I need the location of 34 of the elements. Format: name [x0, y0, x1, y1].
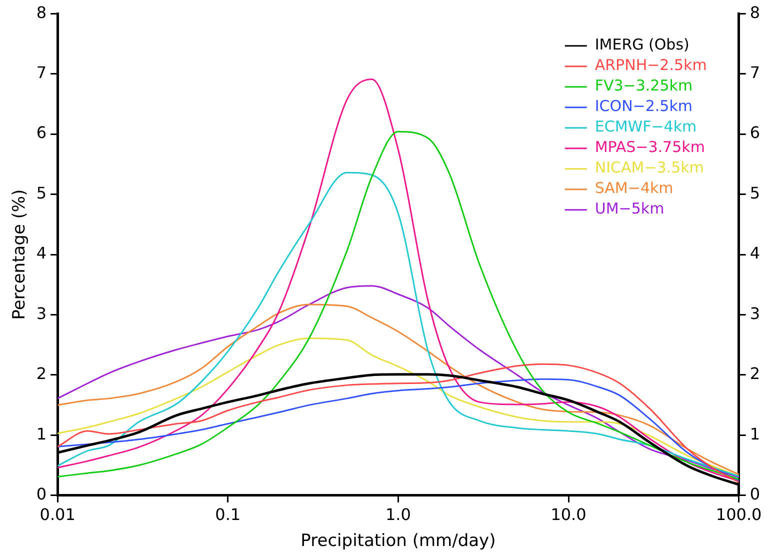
y2-tick-label: 8: [750, 2, 760, 22]
x-tick-label: 10.0: [550, 505, 586, 524]
y-tick-label: 0: [36, 484, 47, 504]
y2-tick-label: 4: [750, 244, 760, 263]
legend-label: ECMWF−4km: [594, 118, 697, 136]
legend-label: MPAS−3.75km: [594, 138, 705, 156]
y2-tick-label: 7: [750, 62, 760, 82]
legend-label: ARPNH−2.5km: [594, 56, 707, 74]
legend-label: SAM−4km: [594, 179, 674, 198]
y-tick-label: 6: [36, 123, 47, 142]
y2-tick-label: 3: [750, 304, 760, 323]
y2-tick-label: 2: [750, 364, 760, 384]
x-tick-label: 0.01: [40, 505, 76, 524]
x-tick-label: 0.1: [215, 505, 241, 524]
y2-tick-label: 5: [750, 183, 760, 202]
legend-label: IMERG (Obs): [594, 36, 690, 54]
y2-tick-label: 1: [750, 424, 760, 444]
y-tick-label: 4: [36, 244, 47, 263]
legend-label: UM−5km: [594, 200, 664, 218]
x-tick-label: 100.0: [716, 505, 762, 524]
y-tick-label: 1: [36, 424, 47, 444]
x-axis-title: Precipitation (mm/day): [300, 531, 496, 552]
legend-label: ICON−2.5km: [594, 97, 693, 116]
y-tick-label: 2: [36, 364, 47, 384]
y-tick-label: 8: [36, 2, 47, 22]
legend-label: NICAM−3.5km: [594, 158, 704, 177]
x-tick-label: 1.0: [385, 505, 411, 524]
y-tick-label: 7: [36, 62, 47, 82]
y-axis-title: Percentage (%): [10, 189, 30, 320]
y2-tick-label: 0: [750, 484, 760, 504]
y-tick-label: 5: [36, 183, 47, 202]
y-tick-label: 3: [36, 304, 47, 323]
legend-label: FV3−3.25km: [594, 76, 693, 95]
y2-tick-label: 6: [750, 123, 760, 142]
